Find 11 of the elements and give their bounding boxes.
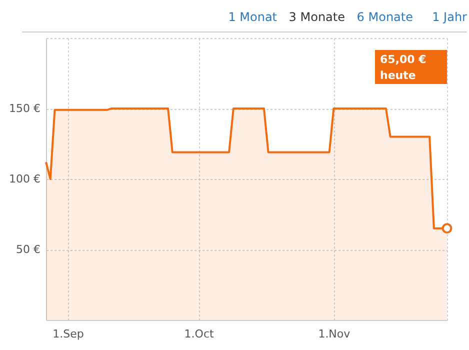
text: 6 Monate — [356, 10, 413, 24]
text: 1 Jahr — [432, 10, 468, 24]
x-tick-label: 1.Sep — [52, 328, 84, 340]
x-tick-label: 1.Nov — [318, 328, 351, 340]
y-tick-label: 150 € — [9, 102, 40, 115]
annotation: 65,00 € heute — [380, 53, 426, 82]
text: 1 Monat — [228, 10, 278, 24]
y-tick-label: 100 € — [9, 172, 40, 186]
text: 3 Monate — [288, 10, 345, 24]
x-tick-label: 1.Oct — [184, 328, 214, 340]
y-tick-label: 50 € — [16, 243, 40, 256]
